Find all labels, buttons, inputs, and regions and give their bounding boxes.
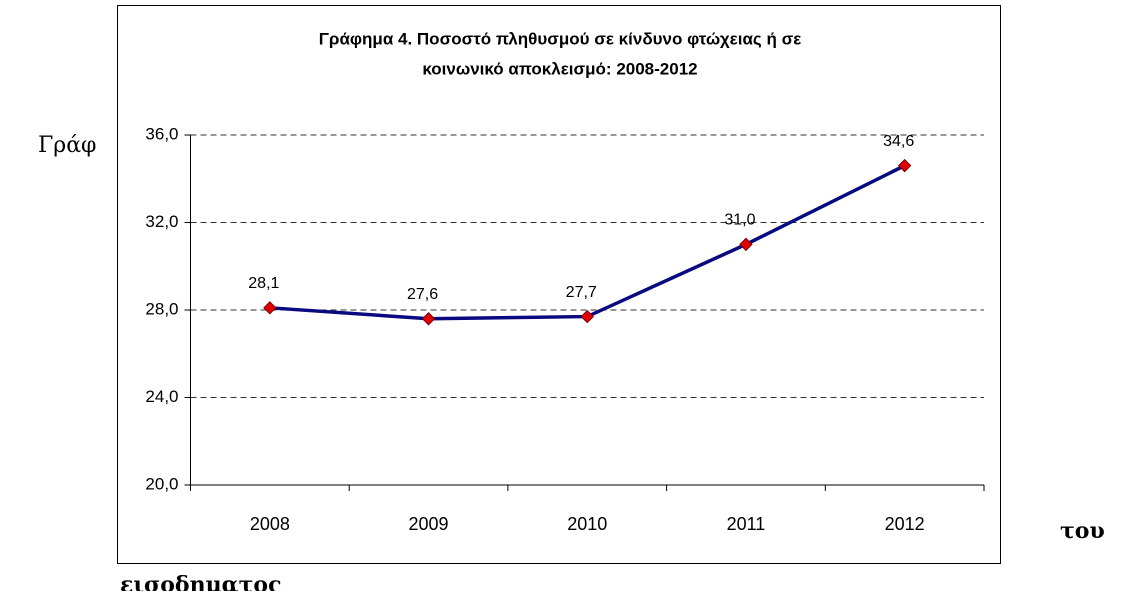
- data-label: 27,6: [407, 286, 438, 303]
- body-text: Γράφ: [38, 133, 96, 158]
- x-tick-label: 2012: [885, 514, 925, 534]
- marker: [421, 312, 436, 326]
- y-tick-label: 32,0: [145, 212, 178, 231]
- data-label: 34,6: [883, 133, 914, 150]
- marker: [580, 309, 594, 324]
- x-tick-label: 2009: [409, 514, 449, 534]
- chart-title: Γράφημα 4. Ποσοστό πληθυσμού σε κίνδυνο …: [319, 29, 802, 48]
- data-label: 31,0: [724, 212, 755, 229]
- y-tick-label: 36,0: [145, 124, 178, 143]
- y-tick-label: 28,0: [145, 299, 178, 318]
- x-tick-label: 2010: [567, 514, 607, 534]
- data-label: 28,1: [248, 275, 279, 292]
- marker: [739, 237, 753, 252]
- chart-frame: [117, 5, 1001, 564]
- body-text: του: [1060, 518, 1105, 544]
- data-label: 27,7: [566, 284, 597, 301]
- body-text: εισοδηματος: [120, 572, 282, 591]
- marker: [263, 301, 277, 315]
- y-tick-label: 24,0: [145, 387, 178, 406]
- chart-title: κοινωνικό αποκλεισμό: 2008-2012: [422, 59, 697, 78]
- x-tick-label: 2008: [250, 514, 290, 534]
- y-tick-label: 20,0: [145, 474, 178, 493]
- marker: [897, 158, 912, 173]
- x-tick-label: 2011: [727, 514, 766, 534]
